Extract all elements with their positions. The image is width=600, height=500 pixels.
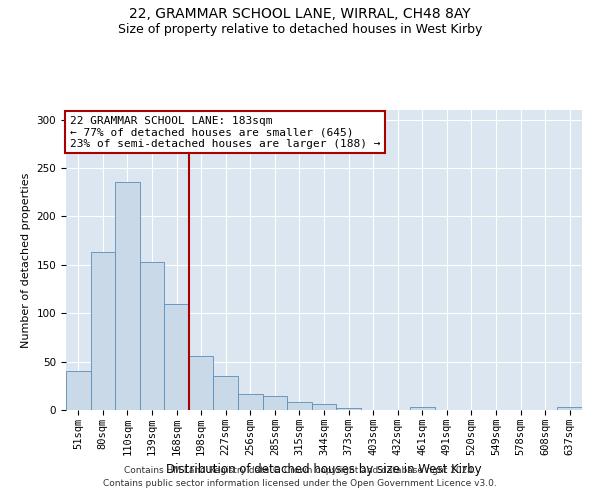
Y-axis label: Number of detached properties: Number of detached properties <box>21 172 31 348</box>
Bar <box>410 407 434 410</box>
X-axis label: Distribution of detached houses by size in West Kirby: Distribution of detached houses by size … <box>166 464 482 476</box>
Bar <box>91 252 115 410</box>
Bar <box>263 396 287 410</box>
Bar <box>140 262 164 410</box>
Bar <box>115 182 140 410</box>
Bar <box>287 402 312 410</box>
Text: 22, GRAMMAR SCHOOL LANE, WIRRAL, CH48 8AY: 22, GRAMMAR SCHOOL LANE, WIRRAL, CH48 8A… <box>129 8 471 22</box>
Bar <box>312 404 336 410</box>
Bar <box>557 407 582 410</box>
Bar <box>214 376 238 410</box>
Text: Size of property relative to detached houses in West Kirby: Size of property relative to detached ho… <box>118 22 482 36</box>
Bar <box>164 304 189 410</box>
Bar <box>238 394 263 410</box>
Text: Contains HM Land Registry data © Crown copyright and database right 2024.
Contai: Contains HM Land Registry data © Crown c… <box>103 466 497 487</box>
Bar <box>66 372 91 410</box>
Bar <box>336 408 361 410</box>
Text: 22 GRAMMAR SCHOOL LANE: 183sqm
← 77% of detached houses are smaller (645)
23% of: 22 GRAMMAR SCHOOL LANE: 183sqm ← 77% of … <box>70 116 380 149</box>
Bar <box>189 356 214 410</box>
